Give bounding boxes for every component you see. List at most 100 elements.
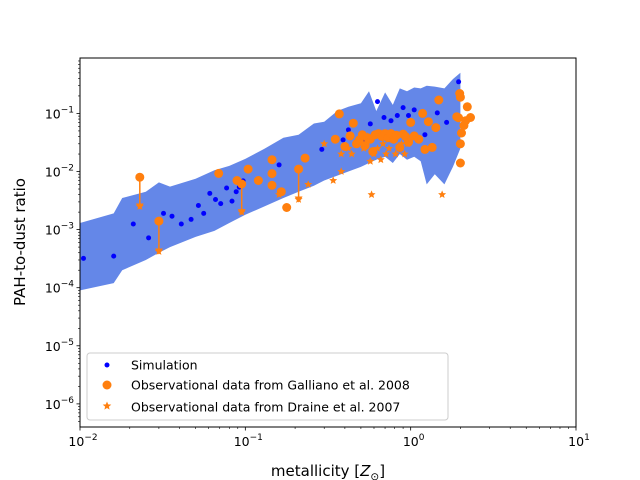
galliano-point	[267, 180, 277, 190]
draine-point	[395, 144, 403, 152]
simulation-point	[229, 198, 235, 204]
simulation-points-layer	[81, 79, 462, 261]
simulation-point	[388, 118, 394, 124]
legend-box	[86, 352, 449, 421]
x-axis-label: metallicity [Z⊙]	[271, 462, 385, 480]
draine-point	[403, 139, 412, 148]
observation-points-layer	[135, 89, 475, 255]
draine-point	[237, 207, 246, 216]
galliano-point	[135, 172, 145, 182]
y-tick-label: 10−5	[45, 338, 74, 354]
galliano-point	[434, 95, 444, 105]
x-tick-label: 101	[568, 433, 590, 449]
x-tick-label: 10−2	[68, 433, 97, 449]
simulation-point	[130, 221, 136, 227]
galliano-point	[330, 134, 340, 144]
galliano-point	[423, 117, 433, 127]
draine-point	[391, 149, 400, 158]
draine-point	[329, 176, 338, 184]
simulation-point	[444, 119, 450, 125]
galliano-point	[300, 153, 310, 163]
simulation-point	[434, 110, 440, 116]
draine-point	[337, 167, 346, 175]
draine-point	[400, 149, 409, 158]
simulation-point	[422, 132, 428, 138]
simulation-point	[224, 185, 230, 191]
simulation-point	[201, 210, 207, 216]
legend: Simulation Observational data from Galli…	[86, 352, 449, 421]
galliano-point	[348, 118, 358, 128]
simulation-point	[381, 115, 387, 120]
draine-point	[363, 132, 372, 140]
draine-point	[373, 144, 382, 152]
draine-point	[406, 135, 415, 144]
legend-marker-simulation	[104, 362, 110, 368]
draine-point	[366, 157, 375, 165]
simulation-point	[161, 210, 166, 216]
x-tick-label: 10−1	[234, 433, 263, 449]
galliano-point	[418, 108, 428, 118]
simulation-point	[213, 197, 218, 202]
galliano-point	[214, 168, 224, 178]
galliano-point	[294, 164, 304, 174]
x-axis-label-symbol: Z	[359, 462, 371, 480]
galliano-point	[243, 164, 253, 174]
x-axis-label-subscript: ⊙	[370, 471, 379, 480]
axis-ticks-layer: 10−2 10−1 100 101 10−6 10−5 10−4 10−3 10−2 10−1	[45, 60, 590, 449]
draine-point	[379, 139, 387, 148]
y-axis-label: PAH-to-dust ratio	[11, 178, 29, 306]
draine-point	[438, 190, 447, 198]
simulation-point	[178, 221, 184, 227]
galliano-point	[282, 203, 292, 212]
galliano-point	[466, 113, 475, 122]
galliano-point	[154, 216, 164, 226]
legend-label-simulation: Simulation	[131, 358, 198, 373]
draine-point	[275, 190, 284, 198]
simulation-point	[375, 99, 380, 105]
simulation-point	[456, 79, 462, 85]
simulation-point	[233, 189, 239, 195]
galliano-point	[414, 134, 424, 144]
y-tick-label: 10−6	[45, 396, 74, 412]
simulation-point	[146, 235, 152, 241]
draine-point	[304, 180, 313, 188]
y-tick-label: 10−3	[45, 222, 74, 238]
draine-point	[344, 144, 353, 152]
simulation-point	[345, 127, 351, 133]
legend-marker-galliano	[102, 380, 112, 390]
simulation-point	[207, 190, 213, 196]
galliano-point	[420, 144, 430, 154]
draine-point	[294, 195, 303, 203]
x-tick-label: 100	[403, 433, 425, 449]
galliano-point	[455, 158, 465, 168]
galliano-point	[391, 130, 401, 140]
galliano-point	[455, 139, 465, 149]
simulation-point	[394, 113, 400, 118]
galliano-point	[457, 128, 466, 138]
galliano-point	[462, 102, 472, 112]
simulation-point	[81, 255, 86, 261]
galliano-point	[267, 169, 277, 179]
galliano-point	[237, 179, 247, 189]
galliano-point	[267, 155, 277, 165]
draine-point	[388, 135, 397, 144]
draine-point	[320, 139, 329, 148]
simulation-point	[169, 213, 175, 219]
legend-label-galliano: Observational data from Galliano et al. …	[131, 378, 410, 393]
draine-point	[154, 247, 163, 255]
y-tick-label: 10−1	[45, 105, 74, 121]
simulation-point	[319, 146, 325, 152]
draine-point	[359, 144, 368, 152]
draine-point	[135, 202, 144, 210]
simulation-point	[195, 203, 201, 208]
simulation-point	[367, 121, 373, 127]
galliano-point	[455, 92, 465, 102]
draine-point	[367, 190, 376, 198]
galliano-point	[345, 131, 355, 141]
draine-point	[352, 139, 361, 148]
draine-point	[337, 149, 346, 158]
galliano-point	[431, 123, 441, 133]
simulation-point	[340, 137, 346, 143]
draine-point	[397, 139, 406, 148]
x-axis-label-main: metallicity [	[271, 462, 360, 480]
